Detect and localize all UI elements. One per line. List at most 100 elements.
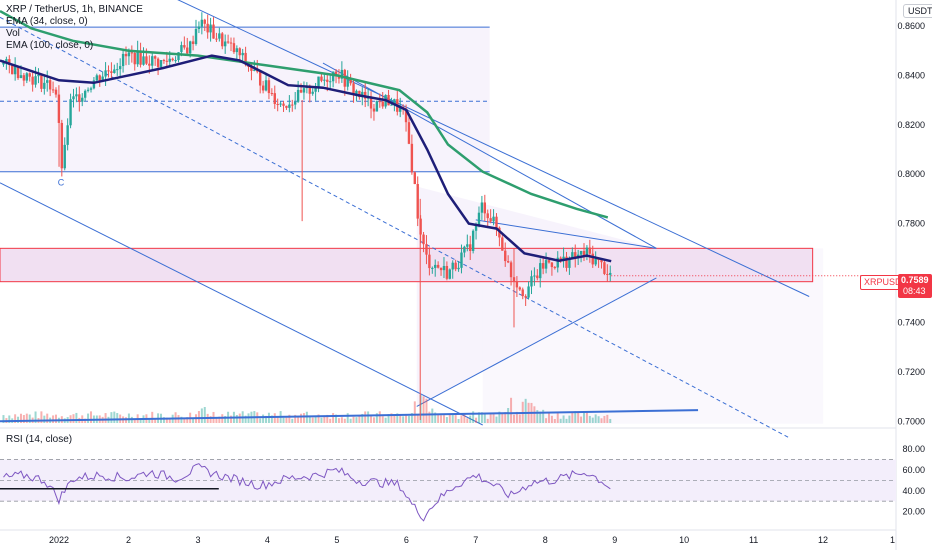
- currency-badge[interactable]: USDT: [903, 4, 932, 18]
- candle-body: [153, 56, 157, 59]
- candle-body: [28, 73, 31, 77]
- volume-bar: [113, 411, 116, 423]
- candle-body: [466, 244, 469, 247]
- volume-bar: [533, 406, 536, 423]
- candle-body: [48, 80, 52, 90]
- volume-bar: [52, 415, 55, 423]
- candle-body: [31, 76, 34, 85]
- volume-bar: [609, 418, 612, 423]
- volume-bar: [434, 412, 437, 423]
- volume-bar: [565, 418, 568, 423]
- candle-body: [121, 53, 125, 67]
- candle-body: [264, 80, 268, 91]
- candle-body: [293, 101, 297, 105]
- rsi-tick-label-2: 40.00: [902, 486, 925, 496]
- volume-bar: [393, 414, 396, 423]
- support-zone: [0, 247, 814, 283]
- candle-body: [556, 257, 559, 268]
- candle-body: [223, 41, 227, 47]
- volume-bar: [75, 412, 78, 423]
- candle-body: [229, 42, 233, 44]
- y-tick-label-0: 0.8600: [897, 21, 925, 31]
- candle-body: [174, 60, 177, 62]
- volume-bar: [54, 414, 57, 423]
- candle-body: [197, 26, 201, 29]
- ema100-line: [0, 10, 609, 219]
- candle-body: [22, 75, 26, 81]
- candle-body: [492, 216, 495, 222]
- candle-body: [118, 66, 122, 70]
- volume-bar: [504, 412, 507, 423]
- volume-bar: [495, 416, 498, 423]
- candle-body: [226, 41, 230, 43]
- volume-bar: [367, 411, 370, 423]
- candle-body: [113, 69, 116, 73]
- volume-bar: [308, 415, 311, 423]
- trendline-1: [0, 16, 789, 438]
- candle-body: [323, 79, 326, 81]
- x-tick-label-8: 9: [612, 535, 617, 545]
- candle-body: [156, 58, 160, 67]
- volume-bar: [22, 415, 25, 423]
- x-tick-label-12: 1: [890, 535, 895, 545]
- volume-bar: [265, 415, 268, 423]
- volume-bar: [410, 413, 413, 423]
- candle-body: [550, 262, 554, 268]
- volume-bar: [402, 416, 405, 423]
- ema34-line: [0, 54, 612, 263]
- volume-bar: [553, 418, 556, 423]
- volume-bar: [413, 401, 416, 423]
- legend-vol: Vol: [6, 28, 20, 39]
- candle-body: [495, 216, 498, 228]
- volume-bar: [524, 398, 527, 423]
- candle-body: [273, 93, 276, 104]
- volume-bar: [361, 413, 364, 423]
- volume-bar: [574, 411, 577, 423]
- volume-bar: [230, 415, 233, 423]
- volume-bar: [297, 415, 300, 423]
- volume-bar: [442, 415, 445, 423]
- candle-body: [165, 60, 169, 62]
- volume-bar: [472, 411, 475, 423]
- volume-bar: [218, 416, 221, 423]
- y-tick-label-1: 0.8400: [897, 70, 925, 80]
- candle-body: [331, 71, 335, 82]
- volume-bar: [337, 418, 340, 423]
- candle-body: [574, 252, 577, 258]
- volume-bar: [510, 397, 513, 423]
- volume-bar: [346, 413, 349, 423]
- volume-bar: [183, 418, 186, 423]
- candle-body: [81, 97, 84, 102]
- candle-body: [72, 96, 75, 100]
- candle-body: [244, 52, 247, 64]
- candle-body: [509, 262, 513, 278]
- volume-bar: [28, 414, 31, 423]
- candle-body: [238, 48, 241, 56]
- candle-body: [206, 23, 209, 33]
- volume-bar: [437, 414, 440, 423]
- candle-body: [253, 69, 256, 71]
- candle-body: [582, 250, 586, 256]
- candle-body: [381, 101, 384, 107]
- volume-bar: [355, 417, 358, 423]
- candle-body: [232, 43, 236, 53]
- candle-body: [5, 59, 8, 63]
- x-tick-label-3: 4: [265, 535, 270, 545]
- volume-bar: [326, 414, 329, 423]
- candle-body: [483, 202, 487, 214]
- volume-bar: [87, 413, 90, 423]
- volume-bar: [46, 413, 49, 423]
- candle-body: [515, 281, 519, 288]
- candle-body: [188, 41, 192, 54]
- volume-bar: [539, 411, 542, 423]
- volume-bar: [498, 411, 501, 423]
- volume-bar: [460, 415, 463, 423]
- legend-ema100: EMA (100, close, 0): [6, 40, 94, 51]
- volume-trendline: [0, 409, 699, 423]
- y-tick-label-3: 0.8000: [897, 169, 925, 179]
- volume-bar: [340, 417, 343, 423]
- volume-bar: [603, 415, 606, 423]
- candle-body: [177, 52, 180, 61]
- volume-bar: [545, 418, 548, 423]
